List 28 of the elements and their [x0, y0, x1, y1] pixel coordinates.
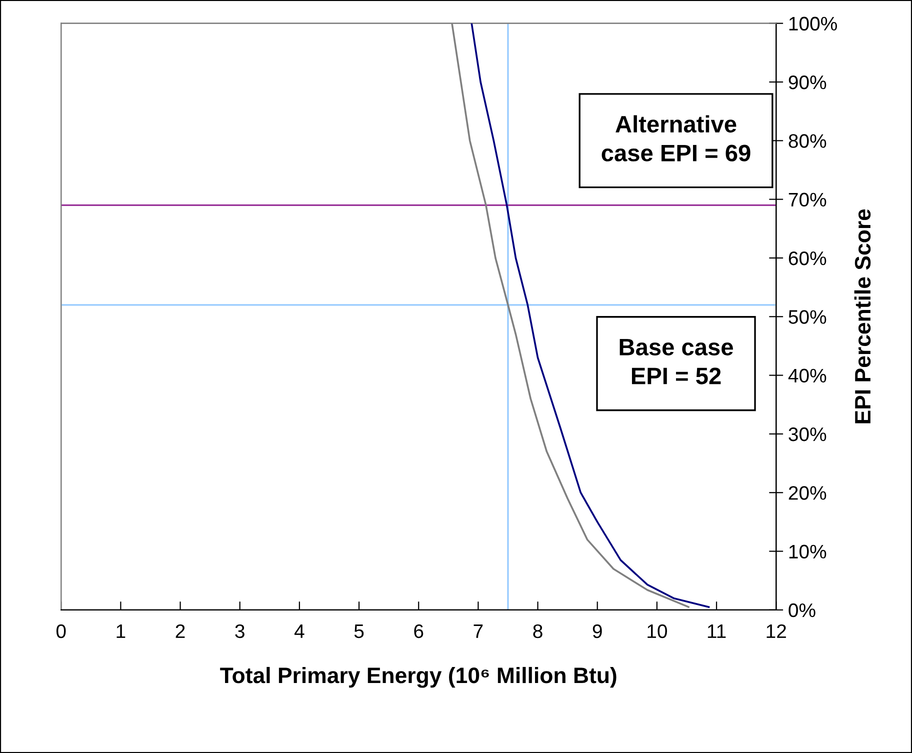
y2-tick-label: 90%: [788, 75, 826, 90]
x-tick-label: 0: [56, 624, 66, 638]
y2-tick-label: 10%: [789, 544, 826, 559]
y2-tick-label: 80%: [788, 134, 826, 148]
x-tick-label: 12: [766, 624, 786, 638]
y2-axis-title: EPI Percentile Score: [854, 209, 871, 424]
x-tick-label: 11: [708, 624, 726, 638]
x-tick-label: 3: [235, 624, 244, 638]
y2-tick-label: 0%: [788, 603, 816, 618]
x-tick-label: 10: [648, 624, 667, 638]
y2-tick-label: 100%: [789, 16, 837, 31]
x-tick-label: 4: [294, 624, 304, 638]
y2-tick-label: 60%: [788, 251, 826, 266]
annotation: Alternative case EPI = 69: [602, 115, 750, 162]
x-tick-label: 9: [592, 624, 602, 638]
y2-tick-label: 70%: [788, 192, 826, 207]
y2-tick-label: 30%: [788, 427, 826, 442]
y2-tick-label: 40%: [788, 368, 826, 383]
x-tick-label: 6: [414, 624, 424, 638]
y2-tick-label: 20%: [788, 486, 826, 500]
x-tick-label: 2: [176, 624, 185, 638]
x-tick-label: 1: [116, 624, 126, 638]
y2-tick-label: 50%: [788, 310, 826, 324]
x-tick-label: 5: [354, 624, 364, 638]
x-tick-label: 7: [474, 624, 483, 638]
x-tick-label: 8: [533, 624, 542, 638]
x-axis-title: Total Primary Energy (10⁶ Million Btu): [220, 666, 616, 688]
annotation: Base case EPI = 52: [620, 339, 733, 384]
